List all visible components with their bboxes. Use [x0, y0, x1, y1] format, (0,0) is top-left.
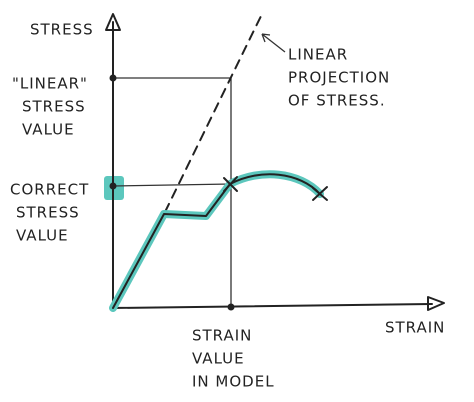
label-line: STRESS: [16, 204, 80, 222]
y-axis-arrow: [105, 13, 121, 31]
stress-curve-highlight: [109, 170, 324, 312]
label-line: VALUE: [16, 227, 69, 245]
label-line: "LINEAR": [12, 75, 88, 93]
x-axis-label: STRAIN: [385, 319, 445, 337]
label-line: IN MODEL: [192, 373, 275, 391]
stress-curve: [112, 173, 321, 309]
label-line: STRESS: [22, 98, 86, 116]
x-axis-arrow: [427, 296, 445, 311]
correct-stress-guide: [112, 183, 232, 187]
linear-projection-line: [164, 13, 263, 213]
label-line: VALUE: [192, 350, 245, 368]
pointer-arrow: [261, 33, 286, 53]
cross-mark: [312, 186, 328, 201]
label-line: VALUE: [22, 121, 75, 139]
label-line: LINEAR: [288, 46, 348, 64]
y-axis-label: STRESS: [30, 21, 94, 39]
label-line: STRAIN: [192, 327, 252, 345]
label-line: OF STRESS.: [288, 92, 386, 110]
point: [109, 74, 117, 82]
x-axis: [112, 303, 433, 309]
point: [227, 303, 235, 311]
label-line: CORRECT: [10, 181, 89, 199]
point: [109, 182, 117, 190]
cross-mark: [223, 176, 238, 192]
label-line: PROJECTION: [288, 69, 390, 87]
